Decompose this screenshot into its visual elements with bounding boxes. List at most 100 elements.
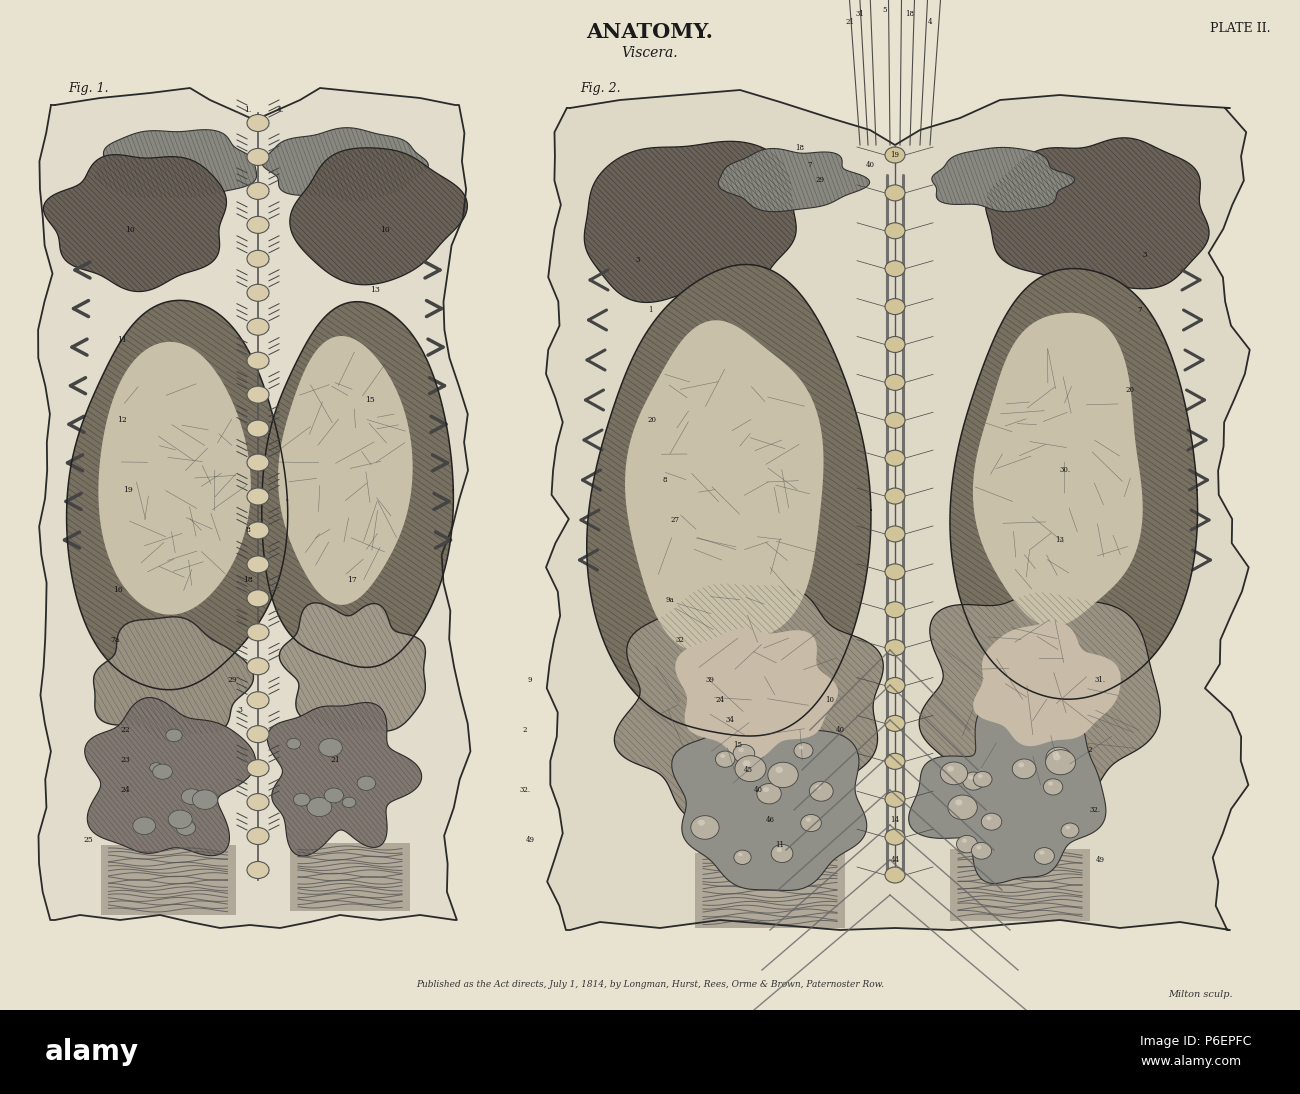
Ellipse shape (247, 657, 269, 675)
Bar (290, 843, 410, 911)
Ellipse shape (982, 813, 1002, 830)
Text: Published as the Act directs, July 1, 1814, by Longman, Hurst, Rees, Orme & Brow: Published as the Act directs, July 1, 18… (416, 980, 884, 989)
Ellipse shape (324, 788, 343, 803)
Ellipse shape (1040, 850, 1044, 854)
Ellipse shape (287, 738, 300, 749)
Text: 1.: 1. (244, 106, 252, 114)
Ellipse shape (734, 756, 766, 781)
Ellipse shape (247, 624, 269, 641)
Text: 16: 16 (113, 586, 124, 594)
Ellipse shape (247, 183, 269, 199)
Ellipse shape (957, 836, 978, 853)
Ellipse shape (172, 814, 188, 826)
PathPatch shape (278, 336, 412, 605)
Text: 1: 1 (647, 306, 653, 314)
Text: 3: 3 (238, 706, 243, 714)
Text: 11: 11 (776, 841, 784, 849)
Ellipse shape (738, 747, 744, 753)
Text: alamy: alamy (46, 1038, 139, 1066)
Ellipse shape (776, 848, 783, 852)
PathPatch shape (625, 321, 823, 652)
Text: 49: 49 (1096, 856, 1105, 864)
Bar (696, 852, 845, 928)
PathPatch shape (909, 706, 1106, 884)
Ellipse shape (1053, 750, 1058, 756)
Text: 25: 25 (83, 836, 92, 843)
Ellipse shape (885, 450, 905, 466)
Text: 20: 20 (1126, 386, 1135, 394)
Ellipse shape (1044, 779, 1063, 795)
PathPatch shape (43, 154, 226, 291)
Ellipse shape (771, 845, 793, 862)
PathPatch shape (99, 341, 251, 615)
Ellipse shape (948, 766, 954, 771)
Text: 5: 5 (883, 5, 887, 14)
Text: 27: 27 (671, 516, 680, 524)
Ellipse shape (968, 776, 974, 780)
Text: 2: 2 (523, 726, 528, 734)
Text: 14: 14 (891, 816, 900, 824)
Ellipse shape (738, 852, 742, 857)
Ellipse shape (247, 725, 269, 743)
Ellipse shape (885, 299, 905, 315)
Ellipse shape (358, 776, 376, 790)
Ellipse shape (1061, 823, 1079, 838)
Text: 10: 10 (380, 226, 390, 234)
Text: 10: 10 (125, 226, 135, 234)
Text: 8: 8 (663, 476, 667, 484)
Ellipse shape (794, 743, 812, 758)
Ellipse shape (247, 352, 269, 369)
Ellipse shape (247, 793, 269, 811)
Text: 31: 31 (855, 10, 865, 18)
Text: 49: 49 (525, 836, 534, 843)
Ellipse shape (987, 816, 992, 820)
Ellipse shape (720, 754, 725, 758)
Text: 24: 24 (120, 785, 130, 794)
Ellipse shape (247, 759, 269, 777)
Text: 46: 46 (766, 816, 775, 824)
Polygon shape (38, 88, 471, 928)
Text: 10: 10 (826, 696, 835, 705)
Text: 32: 32 (676, 636, 684, 644)
Text: 24: 24 (715, 696, 724, 705)
Ellipse shape (247, 318, 269, 335)
Ellipse shape (768, 763, 798, 788)
Ellipse shape (690, 816, 719, 839)
Ellipse shape (885, 868, 905, 883)
Ellipse shape (885, 715, 905, 732)
Text: Image ID: P6EPFC: Image ID: P6EPFC (1140, 1036, 1252, 1048)
Ellipse shape (806, 817, 811, 822)
Ellipse shape (166, 729, 182, 742)
Text: 8: 8 (246, 526, 251, 534)
Ellipse shape (885, 563, 905, 580)
Text: 40: 40 (754, 785, 763, 794)
Ellipse shape (798, 745, 803, 749)
Text: 44: 44 (891, 856, 900, 864)
Ellipse shape (885, 640, 905, 655)
PathPatch shape (84, 698, 256, 856)
PathPatch shape (919, 592, 1161, 806)
Text: 19: 19 (124, 486, 133, 494)
Text: 4.: 4. (277, 106, 283, 114)
Text: 18: 18 (906, 10, 914, 18)
Text: 40: 40 (836, 726, 845, 734)
Ellipse shape (247, 827, 269, 845)
Text: 21: 21 (845, 18, 854, 26)
Ellipse shape (247, 420, 269, 438)
Ellipse shape (247, 251, 269, 267)
Ellipse shape (1048, 781, 1053, 785)
PathPatch shape (615, 583, 883, 820)
PathPatch shape (950, 268, 1197, 699)
Text: 21: 21 (330, 756, 339, 764)
Text: 20: 20 (647, 416, 656, 424)
PathPatch shape (586, 265, 871, 736)
Ellipse shape (181, 789, 202, 804)
Ellipse shape (974, 771, 992, 787)
PathPatch shape (974, 621, 1121, 746)
Ellipse shape (971, 842, 992, 859)
PathPatch shape (95, 130, 256, 198)
Ellipse shape (815, 784, 822, 790)
Ellipse shape (885, 185, 905, 201)
Text: ANATOMY.: ANATOMY. (586, 22, 714, 42)
Ellipse shape (307, 798, 332, 816)
